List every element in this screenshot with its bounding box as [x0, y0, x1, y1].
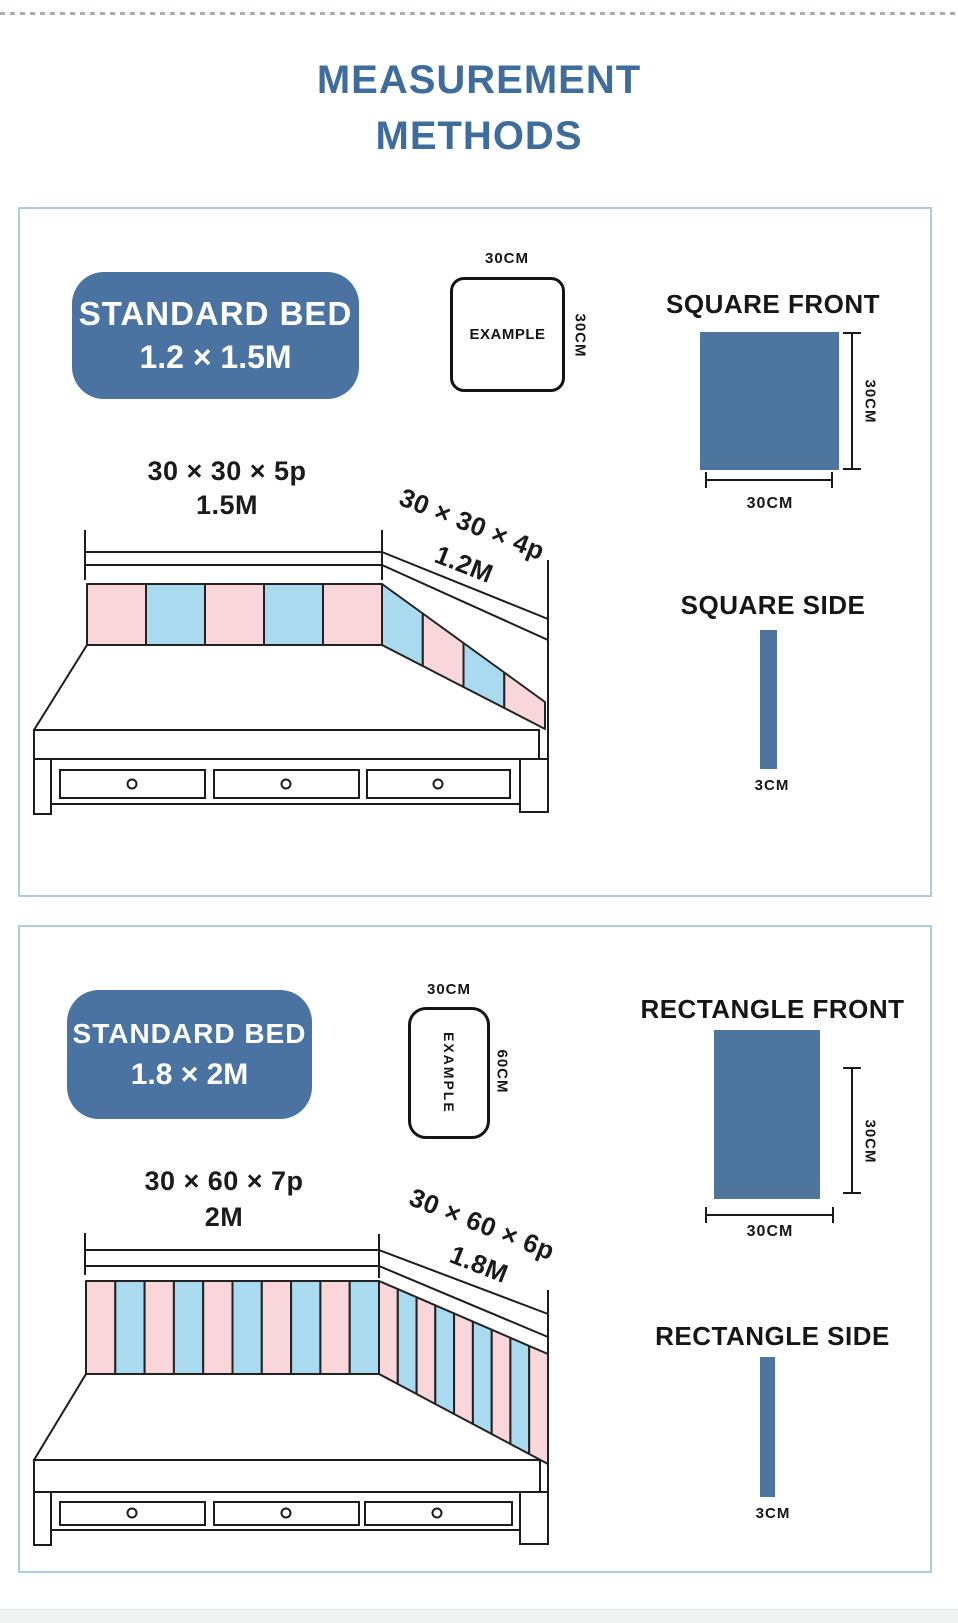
bed-frame: [32, 1372, 549, 1546]
standard-bed-badge: STANDARD BED 1.2 × 1.5M: [72, 272, 359, 399]
example-square: EXAMPLE: [450, 277, 565, 392]
headboard-rails: [84, 530, 550, 813]
bed-panel-1-2x1-5m: STANDARD BED 1.2 × 1.5M 30CM EXAMPLE 30C…: [18, 207, 932, 897]
drawer-knob: [432, 778, 444, 790]
bed-panel-1-8x2m: STANDARD BED 1.8 × 2M 30CM EXAMPLE 60CM …: [18, 925, 932, 1573]
page-title: MEASUREMENT METHODS: [316, 58, 642, 158]
example-side-dimension: 30CM: [571, 313, 589, 358]
bed-frame: [32, 643, 549, 815]
drawer-knob: [431, 1507, 443, 1519]
example-top-dimension: 30CM: [484, 250, 529, 267]
square-side-swatch: [760, 630, 777, 769]
siderail-stripes: [378, 1280, 549, 1465]
drawer-knob: [280, 778, 292, 790]
rectangle-front-heading: RECTANGLE FRONT: [640, 994, 905, 1024]
drawers: [59, 1501, 513, 1526]
bottom-section-edge: [0, 1609, 958, 1623]
badge-title: STANDARD BED: [72, 1017, 307, 1049]
headboard-stripes: [85, 1280, 381, 1375]
example-rectangle: EXAMPLE: [408, 1007, 490, 1139]
rectangle-side-thickness-label: 3CM: [755, 1505, 791, 1522]
headboard-spec-label: 30 × 30 × 5p: [147, 456, 307, 486]
headboard-stripes: [86, 583, 383, 646]
drawers: [59, 769, 511, 799]
rectangle-front-width-line: [705, 1207, 834, 1223]
badge-size: 1.8 × 2M: [130, 1057, 249, 1091]
badge-size: 1.2 × 1.5M: [139, 339, 292, 375]
square-front-width-label: 30CM: [746, 495, 794, 512]
headboard-spec-label: 30 × 60 × 7p: [144, 1166, 304, 1196]
rectangle-front-height-line: [843, 1067, 861, 1194]
headboard-length-label: 1.5M: [195, 490, 259, 520]
square-front-height-label: 30CM: [861, 379, 879, 424]
standard-bed-badge: STANDARD BED 1.8 × 2M: [67, 990, 312, 1119]
bed-illustration: [32, 1233, 550, 1546]
rectangle-front-height-label: 30CM: [861, 1119, 879, 1164]
square-side-thickness-label: 3CM: [754, 777, 790, 794]
badge-title: STANDARD BED: [78, 295, 353, 332]
square-front-width-line: [705, 472, 833, 488]
square-front-height-line: [843, 332, 861, 470]
rectangle-front-width-label: 30CM: [746, 1223, 794, 1240]
example-top-dimension: 30CM: [426, 981, 471, 998]
example-label: EXAMPLE: [441, 1032, 457, 1114]
rectangle-side-swatch: [760, 1357, 775, 1497]
rectangle-front-swatch: [714, 1030, 820, 1199]
square-front-heading: SQUARE FRONT: [666, 289, 880, 319]
bed-illustration: [32, 530, 550, 815]
drawer-knob: [126, 778, 138, 790]
headboard-length-label: 2M: [204, 1202, 244, 1232]
top-dashed-divider: [0, 12, 958, 15]
rectangle-side-heading: RECTANGLE SIDE: [655, 1321, 890, 1351]
square-front-swatch: [700, 332, 839, 470]
drawer-knob: [126, 1507, 138, 1519]
example-label: EXAMPLE: [469, 326, 546, 343]
example-side-dimension: 60CM: [493, 1049, 511, 1094]
drawer-knob: [280, 1507, 292, 1519]
square-side-heading: SQUARE SIDE: [680, 590, 866, 620]
siderail-stripes: [381, 583, 546, 730]
